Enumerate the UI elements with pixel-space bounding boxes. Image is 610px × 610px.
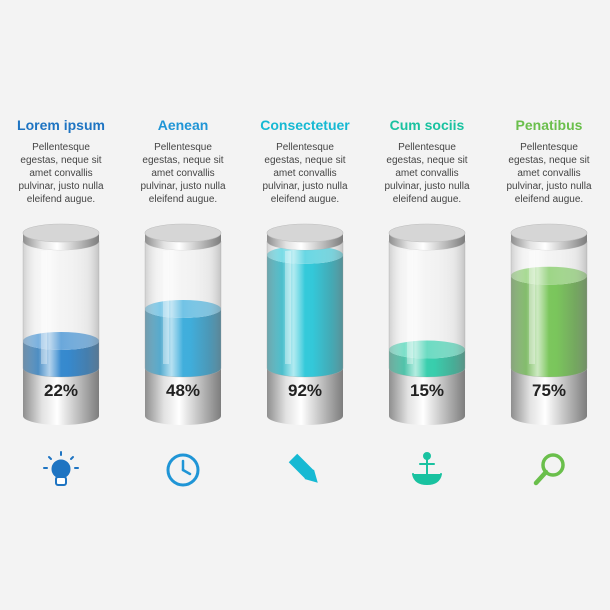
cylinder-glass [144, 240, 222, 378]
cylinder-glass [22, 240, 100, 378]
description-line: eleifend augue. [270, 194, 340, 205]
description-line: pulvinar, justo nulla [18, 181, 104, 192]
cylinder-base [145, 368, 221, 425]
description-line: egestas, neque sit [508, 155, 590, 166]
clock-icon [166, 453, 200, 487]
description-line: amet convallis [517, 168, 581, 179]
category-title: Consectetuer [260, 117, 350, 133]
cylinder-glass [510, 240, 588, 378]
anchor-arms [412, 473, 442, 486]
category-description: Pellentesque egestas, neque sit amet con… [488, 141, 610, 206]
category-title: Cum sociis [389, 117, 465, 133]
cylinder-lid-top [510, 223, 588, 243]
cylinder-lid [145, 233, 221, 250]
anchor-icon [412, 452, 442, 486]
description-line: egestas, neque sit [264, 155, 346, 166]
glass-highlight [529, 251, 535, 364]
magnifier-icon [533, 453, 565, 486]
cylinder-lid-top [144, 223, 222, 243]
cylinder-lid-top [388, 223, 466, 243]
description-line: amet convallis [29, 168, 93, 179]
pencil-tip [304, 469, 318, 483]
glass-highlight [407, 251, 413, 364]
cylinder-lid [267, 233, 343, 250]
value-label: 48% [166, 381, 200, 400]
column-consectetuer: Consectetuer Pellentesque egestas, neque… [244, 0, 366, 610]
category-description: Pellentesque egestas, neque sit amet con… [244, 141, 366, 206]
description-line: pulvinar, justo nulla [262, 181, 348, 192]
description-line: pulvinar, justo nulla [506, 181, 592, 192]
cylinder-bar: 22% [22, 223, 100, 425]
description-line: eleifend augue. [148, 194, 218, 205]
description-line: amet convallis [151, 168, 215, 179]
cylinder-glass [388, 240, 466, 378]
magnifier-lens [541, 453, 565, 477]
magnifier-handle [533, 469, 549, 486]
cylinder-lid [23, 233, 99, 250]
cylinder-base [23, 368, 99, 425]
column-aenean: Aenean Pellentesque egestas, neque sit a… [122, 0, 244, 610]
cylinder-bar: 92% [266, 223, 344, 425]
clock-hand-minute [181, 468, 192, 476]
lightbulb-base [55, 476, 67, 486]
description-line: pulvinar, justo nulla [384, 181, 470, 192]
description-line: eleifend augue. [514, 194, 584, 205]
category-title: Lorem ipsum [17, 117, 105, 133]
cylinder-base [389, 368, 465, 425]
glass-highlight [163, 251, 169, 364]
column-lorem-ipsum: Lorem ipsum Pellentesque egestas, neque … [0, 0, 122, 610]
pencil-icon [288, 453, 318, 483]
description-line: egestas, neque sit [20, 155, 102, 166]
category-description: Pellentesque egestas, neque sit amet con… [0, 141, 122, 206]
description-line: pulvinar, justo nulla [140, 181, 226, 192]
category-title: Aenean [157, 117, 209, 133]
description-line: egestas, neque sit [142, 155, 224, 166]
glass-highlight [285, 251, 291, 364]
cylinder-base [511, 368, 587, 425]
cylinder-base [267, 368, 343, 425]
lightbulb-rays [43, 451, 79, 469]
clock-face [166, 453, 200, 487]
cylinder-lid [389, 233, 465, 250]
column-penatibus: Penatibus Pellentesque egestas, neque si… [488, 0, 610, 610]
cylinder-bar: 75% [510, 223, 588, 425]
description-line: amet convallis [273, 168, 337, 179]
value-label: 75% [532, 381, 566, 400]
category-description: Pellentesque egestas, neque sit amet con… [122, 141, 244, 206]
description-line: amet convallis [395, 168, 459, 179]
cylinder-lid [511, 233, 587, 250]
description-line: Pellentesque [154, 142, 212, 153]
description-line: eleifend augue. [392, 194, 462, 205]
description-line: eleifend augue. [26, 194, 96, 205]
description-line: Pellentesque [520, 142, 578, 153]
column-cum-sociis: Cum sociis Pellentesque egestas, neque s… [366, 0, 488, 610]
description-line: egestas, neque sit [386, 155, 468, 166]
cylinder-glass [266, 240, 344, 378]
description-line: Pellentesque [398, 142, 456, 153]
glass-highlight [41, 251, 47, 364]
cylinder-bar: 15% [388, 223, 466, 425]
value-label: 22% [44, 381, 78, 400]
lightbulb-glass [51, 459, 71, 479]
value-label: 15% [410, 381, 444, 400]
cylinder-lid-top [22, 223, 100, 243]
value-label: 92% [288, 381, 322, 400]
category-description: Pellentesque egestas, neque sit amet con… [366, 141, 488, 206]
description-line: Pellentesque [276, 142, 334, 153]
cylinder-bar: 48% [144, 223, 222, 425]
cylinder-lid-top [266, 223, 344, 243]
category-title: Penatibus [515, 117, 583, 133]
lightbulb-icon [43, 451, 79, 486]
description-line: Pellentesque [32, 142, 90, 153]
